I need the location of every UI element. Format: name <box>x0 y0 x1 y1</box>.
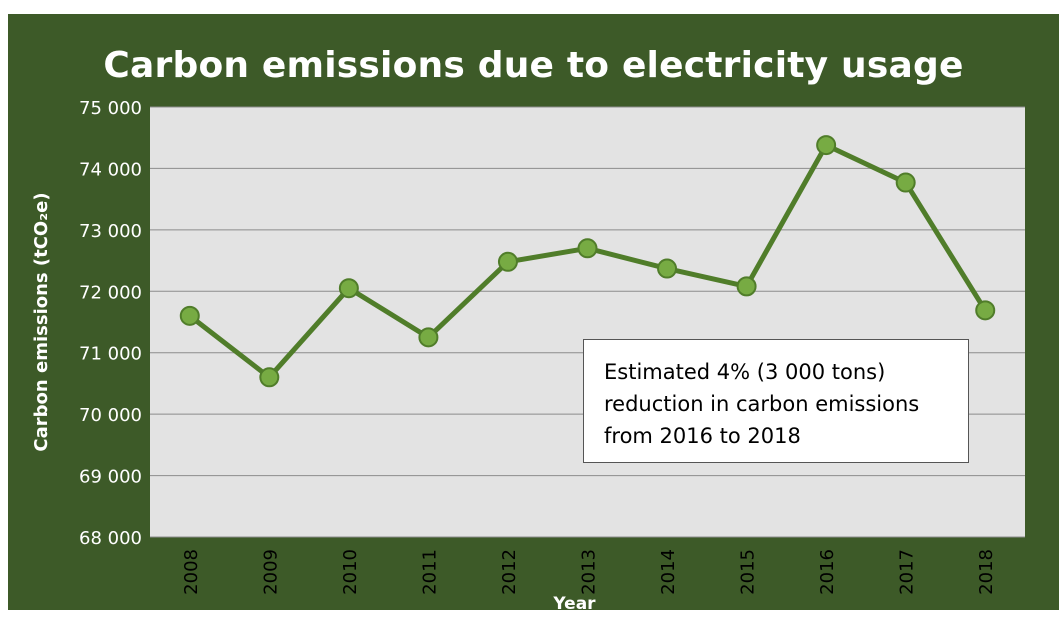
y-tick-label: 68 000 <box>79 528 142 549</box>
x-axis-ticks: 2008 2009 2010 2011 2012 2013 2014 2015 2016 2017… <box>181 549 997 595</box>
data-point <box>895 172 916 193</box>
y-tick-label: 72 000 <box>79 282 142 303</box>
x-tick-label: 2018 <box>976 549 997 595</box>
y-tick-label: 71 000 <box>79 344 142 365</box>
y-tick-label: 73 000 <box>79 221 142 242</box>
data-point <box>577 238 598 259</box>
x-tick-label: 2016 <box>817 549 838 595</box>
x-tick-label: 2009 <box>260 549 281 595</box>
x-axis-label: Year <box>552 594 596 614</box>
data-point <box>657 258 678 279</box>
y-axis-ticks: 68 000 69 000 70 000 71 000 72 000 73 000 74 0… <box>79 98 142 549</box>
y-tick-label: 70 000 <box>79 405 142 426</box>
y-tick-label: 74 000 <box>79 159 142 180</box>
x-tick-label: 2011 <box>419 549 440 595</box>
x-tick-label: 2010 <box>340 549 361 595</box>
annotation-box: Estimated 4% (3 000 tons) reduction in c… <box>583 339 969 463</box>
data-point <box>338 278 359 299</box>
data-point <box>497 251 518 272</box>
data-points <box>179 135 996 388</box>
plot-area <box>150 107 1025 537</box>
chart-title: Carbon emissions due to electricity usag… <box>103 45 964 86</box>
y-tick-label: 75 000 <box>79 98 142 119</box>
data-point <box>179 305 200 326</box>
x-tick-label: 2015 <box>738 549 759 595</box>
x-tick-label: 2017 <box>897 549 918 595</box>
data-point <box>418 327 439 348</box>
x-tick-label: 2008 <box>181 549 202 595</box>
x-tick-label: 2013 <box>579 549 600 595</box>
data-point <box>816 135 837 156</box>
y-axis-label: Carbon emissions (tCO₂e) <box>31 192 52 451</box>
y-tick-label: 69 000 <box>79 467 142 488</box>
data-point <box>259 367 280 388</box>
annotation-text: Estimated 4% (3 000 tons) reduction in c… <box>604 360 920 448</box>
x-tick-label: 2014 <box>658 549 679 595</box>
data-point <box>975 300 996 321</box>
x-tick-label: 2012 <box>499 549 520 595</box>
data-point <box>736 276 757 297</box>
